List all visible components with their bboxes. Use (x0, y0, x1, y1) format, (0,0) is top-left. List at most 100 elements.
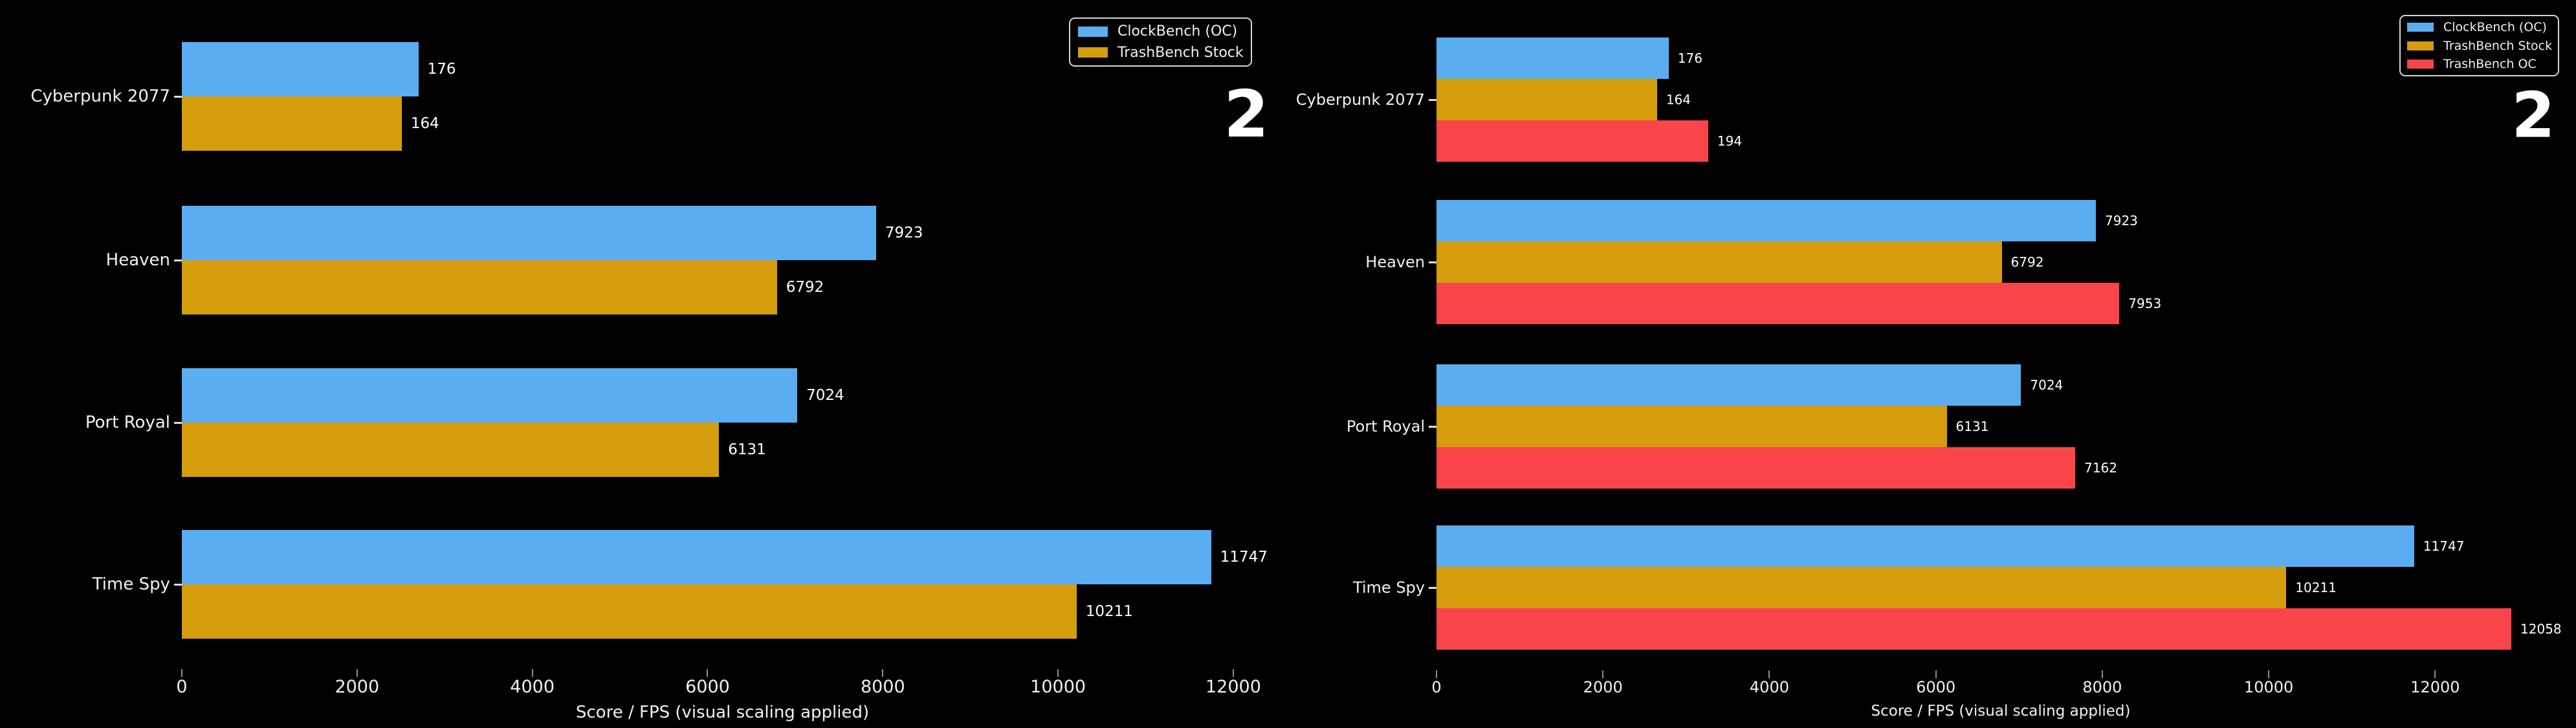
y-axis-tick-mark (174, 95, 182, 98)
y-axis-category-label: Heaven (1365, 253, 1425, 271)
bar-value-label: 7024 (806, 387, 844, 404)
legend-swatch-icon (1078, 26, 1108, 37)
x-axis-tick-label: 12000 (2410, 678, 2460, 696)
annotation-number: 2 (1224, 76, 1269, 152)
legend-entry: TrashBench Stock (1078, 44, 1244, 61)
x-axis-tick-mark (1768, 670, 1770, 678)
annotation-number: 2 (2511, 78, 2555, 152)
bar-value-label: 7953 (2128, 296, 2162, 311)
y-axis-tick-mark (174, 259, 182, 261)
x-axis-tick-label: 8000 (2082, 678, 2122, 696)
legend-entry-label: TrashBench Stock (1117, 44, 1244, 61)
legend-entry-label: TrashBench Stock (2443, 38, 2553, 53)
x-axis-tick-label: 2000 (1583, 678, 1623, 696)
bar-trashbench-oc (1437, 120, 1708, 162)
x-axis-tick-mark (1057, 669, 1059, 677)
x-axis-tick-mark (882, 669, 884, 677)
bar-trashbench-stock (182, 260, 777, 314)
x-axis-tick-mark (1436, 670, 1437, 678)
bar-value-label: 12058 (2520, 621, 2562, 637)
bar-value-label: 6131 (728, 441, 766, 458)
legend-entry: ClockBench (OC) (1078, 23, 1243, 39)
bar-clockbench-oc- (1437, 525, 2414, 567)
legend-entry: TrashBench OC (2407, 57, 2551, 71)
bar-clockbench-oc- (182, 368, 798, 423)
bar-clockbench-oc- (1437, 38, 1669, 79)
legend-swatch-icon (2407, 59, 2434, 69)
bar-trashbench-stock (182, 96, 402, 151)
x-axis-tick-label: 10000 (1030, 677, 1086, 697)
y-axis-tick-mark (174, 583, 182, 586)
x-axis-title: Score / FPS (visual scaling applied) (575, 703, 870, 722)
y-axis-category-label: Cyberpunk 2077 (1295, 91, 1425, 109)
x-axis-tick-mark (181, 669, 182, 677)
bar-value-label: 7024 (2030, 377, 2064, 393)
bar-trashbench-oc (1437, 608, 2512, 650)
bar-clockbench-oc- (182, 206, 876, 260)
bar-trashbench-stock (1437, 567, 2287, 608)
y-axis-tick-mark (1429, 98, 1437, 101)
x-axis-tick-label: 0 (176, 677, 188, 697)
bar-clockbench-oc- (1437, 200, 2096, 241)
x-axis-tick-mark (1232, 669, 1234, 677)
x-axis-tick-mark (1602, 670, 1604, 678)
legend-entry: ClockBench (OC) (2407, 20, 2551, 34)
y-axis-category-label: Port Royal (1346, 417, 1425, 436)
bar-trashbench-oc (1437, 447, 2076, 489)
legend-swatch-icon (2407, 23, 2434, 32)
y-axis-category-label: Cyberpunk 2077 (30, 87, 170, 106)
y-axis-tick-mark (1429, 261, 1437, 263)
bar-trashbench-oc (1437, 283, 2120, 324)
bar-value-label: 10211 (2295, 580, 2337, 595)
x-axis-tick-label: 6000 (1916, 678, 1956, 696)
bar-value-label: 6792 (786, 279, 824, 296)
y-axis-tick-mark (1429, 586, 1437, 589)
x-axis-tick-mark (2268, 670, 2270, 678)
x-axis-tick-mark (356, 669, 358, 677)
bar-clockbench-oc- (182, 42, 419, 96)
y-axis-category-label: Port Royal (85, 413, 170, 432)
bar-clockbench-oc- (1437, 364, 2021, 406)
y-axis-tick-mark (1429, 425, 1437, 428)
x-axis-tick-mark (531, 669, 533, 677)
bar-trashbench-stock (1437, 241, 2002, 283)
x-axis-title: Score / FPS (visual scaling applied) (1871, 703, 2131, 720)
x-axis-tick-label: 4000 (510, 677, 555, 697)
x-axis-tick-label: 2000 (335, 677, 380, 697)
bar-clockbench-oc- (182, 530, 1211, 584)
bar-trashbench-stock (1437, 79, 1657, 120)
bar-trashbench-stock (182, 584, 1077, 639)
bar-value-label: 11747 (1220, 549, 1268, 566)
bar-trashbench-stock (182, 423, 720, 477)
legend-entry-label: ClockBench (OC) (2443, 20, 2547, 35)
legend-entry-label: ClockBench (OC) (1117, 23, 1238, 40)
y-axis-category-label: Time Spy (1352, 579, 1425, 597)
bar-value-label: 6792 (2010, 254, 2044, 270)
y-axis-category-label: Heaven (105, 250, 170, 270)
bar-value-label: 10211 (1085, 603, 1133, 620)
x-axis-tick-label: 12000 (1205, 677, 1261, 697)
legend-entry: TrashBench Stock (2407, 38, 2553, 53)
bar-value-label: 11747 (2423, 538, 2465, 554)
bar-value-label: 6131 (1955, 419, 1989, 434)
bar-value-label: 164 (1666, 92, 1691, 107)
y-axis-category-label: Time Spy (92, 575, 170, 594)
bar-value-label: 164 (410, 115, 439, 132)
bar-value-label: 7923 (885, 225, 923, 241)
x-axis-tick-mark (2434, 670, 2436, 678)
x-axis-tick-label: 8000 (860, 677, 905, 697)
x-axis-tick-mark (2101, 670, 2103, 678)
bar-value-label: 194 (1717, 133, 1743, 149)
x-axis-tick-label: 4000 (1749, 678, 1789, 696)
bar-trashbench-stock (1437, 406, 1947, 447)
x-axis-tick-mark (707, 669, 709, 677)
bar-value-label: 176 (427, 61, 456, 78)
x-axis-tick-label: 0 (1431, 678, 1442, 696)
y-axis-tick-mark (174, 421, 182, 424)
bar-value-label: 176 (1677, 50, 1703, 66)
bar-value-label: 7162 (2084, 460, 2117, 476)
x-axis-tick-label: 6000 (685, 677, 730, 697)
